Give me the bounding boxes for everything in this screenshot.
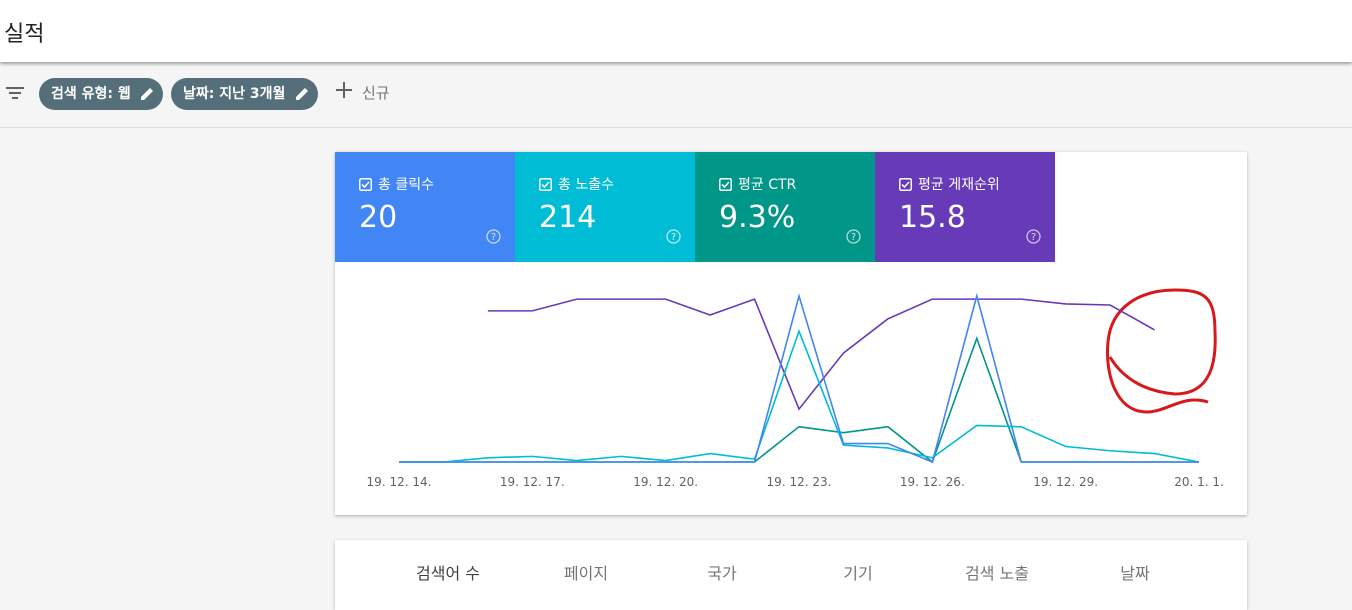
new-filter-button[interactable]: 신규 — [336, 82, 390, 103]
plus-icon — [336, 82, 352, 98]
metric-name: 평균 CTR — [738, 177, 797, 193]
x-tick-label: 19. 12. 20. — [633, 475, 698, 489]
metric-label: 총 노출수 — [539, 174, 614, 194]
metric-name: 총 노출수 — [558, 177, 614, 193]
svg-text:?: ? — [491, 232, 496, 243]
metric-tile[interactable]: 평균 CTR 9.3%? — [695, 152, 875, 262]
chip-label: 검색 유형: 웹 — [51, 86, 131, 102]
checkbox — [359, 177, 372, 191]
svg-text:?: ? — [1031, 232, 1036, 243]
series-line — [399, 328, 1200, 463]
x-tick-label: 19. 12. 17. — [500, 475, 565, 489]
chip-label: 날짜: 지난 3개월 — [183, 86, 286, 102]
series-line — [487, 298, 1155, 411]
performance-card: 19. 12. 14. 19. 12. 17. 19. 12. 20. 19. 12.… — [335, 152, 1247, 515]
checkbox — [719, 177, 732, 191]
red-circle-annotation — [1106, 288, 1217, 414]
tab-bar: 검색어 수 페이지 국가 기기 검색 노출 날짜 — [335, 540, 1247, 610]
metric-tile[interactable]: 평균 게재순위 15.8? — [875, 152, 1055, 262]
filter-icon[interactable] — [6, 86, 24, 100]
metric-label: 평균 CTR — [719, 174, 796, 194]
help-icon[interactable]: ? — [1026, 229, 1041, 248]
metric-label: 총 클릭수 — [359, 174, 434, 194]
filter-bar: 검색 유형: 웹 날짜: 지난 3개월 — [0, 62, 1352, 128]
metric-label: 평균 게재순위 — [899, 174, 1000, 194]
metric-name: 평균 게재순위 — [918, 177, 1000, 193]
tab[interactable]: 기기 — [843, 564, 873, 583]
tab[interactable]: 검색 노출 — [965, 564, 1029, 583]
help-icon[interactable]: ? — [666, 229, 681, 248]
edit-icon — [296, 88, 308, 100]
page: {"header": {"title": "실적"}, "filters": {… — [0, 0, 1352, 583]
x-tick-label: 19. 12. 26. — [900, 475, 965, 489]
tab[interactable]: 날짜 — [1120, 564, 1150, 583]
new-label: 신규 — [362, 84, 390, 102]
header: 실적 — [0, 0, 1352, 62]
metric-value: 20 — [359, 200, 398, 235]
edit-icon — [141, 88, 153, 100]
checkbox — [899, 177, 912, 191]
x-tick-label: 19. 12. 14. — [367, 475, 432, 489]
tab[interactable]: 검색어 수 — [416, 564, 480, 583]
svg-text:?: ? — [671, 232, 676, 243]
metric-value: 9.3% — [719, 200, 796, 235]
tab[interactable]: 페이지 — [563, 564, 609, 583]
line-chart: 19. 12. 14. 19. 12. 17. 19. 12. 20. 19. 12.… — [367, 288, 1224, 489]
checkbox — [539, 177, 552, 191]
filter-chip[interactable]: 날짜: 지난 3개월 — [171, 78, 318, 110]
metric-tile[interactable]: 총 노출수 214? — [515, 152, 695, 262]
metric-tile[interactable]: 총 클릭수 20? — [335, 152, 515, 262]
series-line — [399, 336, 1199, 464]
page-title: 실적 — [4, 22, 45, 47]
x-tick-label: 20. 1. 1. — [1174, 475, 1224, 489]
filter-chip[interactable]: 검색 유형: 웹 — [39, 78, 163, 110]
tab[interactable]: 국가 — [707, 564, 737, 583]
series-line — [399, 292, 1199, 464]
x-tick-label: 19. 12. 23. — [767, 475, 832, 489]
help-icon[interactable]: ? — [846, 229, 861, 248]
help-icon[interactable]: ? — [486, 229, 501, 248]
metric-value: 15.8 — [899, 200, 966, 235]
svg-text:?: ? — [851, 232, 856, 243]
metric-name: 총 클릭수 — [378, 177, 434, 193]
x-tick-label: 19. 12. 29. — [1033, 475, 1098, 489]
metric-value: 214 — [539, 200, 597, 235]
